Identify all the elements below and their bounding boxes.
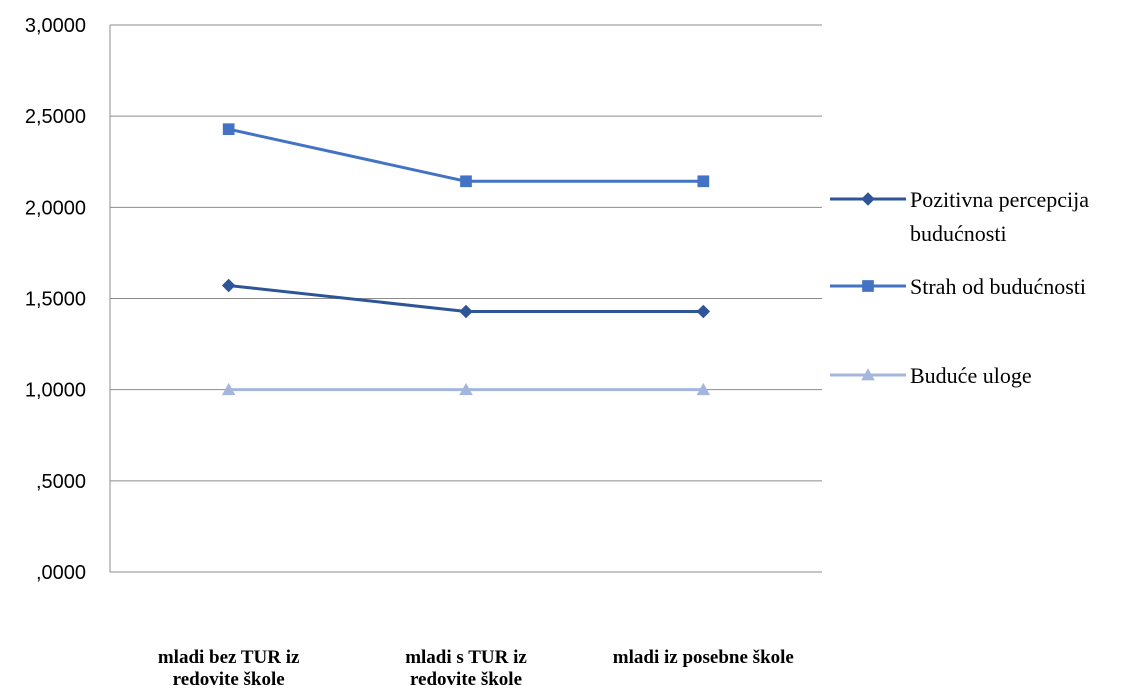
y-tick-label: 3,0000	[25, 15, 86, 37]
legend-label: Strah od budućnosti	[910, 274, 1086, 299]
x-category-label: mladi bez TUR iz	[158, 647, 300, 668]
data-point-square	[222, 123, 235, 136]
y-tick-label: 1,5000	[25, 289, 86, 311]
legend: Pozitivna percepcija budućnosti Strah od b…	[830, 187, 1089, 388]
y-tick-label: 2,5000	[25, 106, 86, 128]
legend-label: Buduće uloge	[910, 363, 1032, 388]
data-point-diamond	[221, 278, 236, 293]
legend-label: budućnosti	[910, 221, 1007, 246]
x-category-label: mladi iz posebne škole	[613, 647, 794, 668]
data-point-diamond	[861, 192, 875, 206]
data-point-diamond	[696, 304, 711, 319]
series-line	[228, 127, 704, 183]
data-point-square	[862, 280, 874, 292]
x-category-label: redovite škole	[173, 669, 285, 689]
grid-layer	[110, 24, 822, 573]
y-tick-label: ,0000	[36, 562, 86, 584]
label-layer: 3,0000 2,5000 2,0000 1,5000 1,0000 ,5000 ,0000…	[25, 15, 794, 690]
x-category-label: redovite škole	[410, 669, 522, 689]
data-point-diamond	[459, 304, 473, 319]
data-point-triangle	[696, 382, 711, 396]
y-tick-label: 2,0000	[25, 197, 86, 219]
data-point-triangle	[221, 382, 236, 396]
data-point-square	[697, 175, 710, 188]
y-tick-label: ,5000	[36, 471, 86, 493]
data-point-square	[460, 175, 472, 188]
data-point-triangle	[459, 382, 473, 396]
x-category-label: mladi s TUR iz	[405, 647, 527, 668]
data-point-triangle	[861, 368, 875, 381]
legend-label: Pozitivna percepcija	[910, 187, 1089, 212]
y-tick-label: 1,0000	[25, 380, 86, 402]
series-layer	[221, 123, 711, 396]
